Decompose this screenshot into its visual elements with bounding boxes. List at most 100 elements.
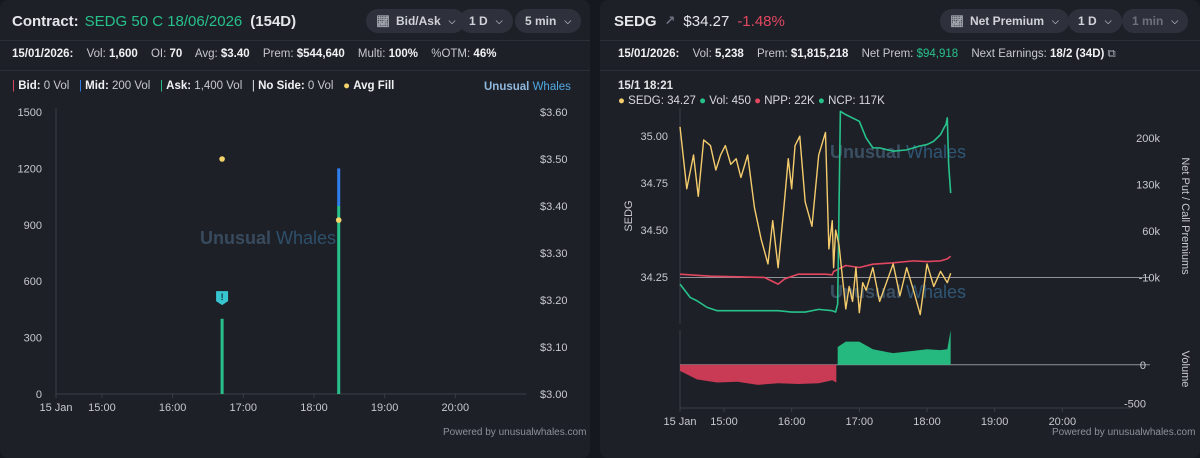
legend-noside-label: No Side: <box>258 80 305 92</box>
avg-fill-point <box>219 156 225 162</box>
x-tick-label: 15 Jan <box>39 402 72 414</box>
ticker-change: -1.48% <box>737 12 785 30</box>
chevron-down-icon: ⌵ <box>1052 15 1059 26</box>
stat-otm-label: %OTM: <box>431 48 471 60</box>
bar-ask <box>220 318 224 394</box>
stat-vol-label: Vol: <box>692 48 712 60</box>
stat-date: 15/01/2026: <box>12 48 74 60</box>
legend-bid-value: 0 Vol <box>43 80 70 92</box>
mode-dropdown[interactable]: 📈︎ Bid/Ask ⌵ <box>366 9 466 33</box>
chart-legend: | Bid: 0 Vol | Mid: 200 Vol | Ask: 1,400… <box>12 80 394 92</box>
stat-earnings[interactable]: 18/2 (34D) <box>1050 48 1105 60</box>
legend-mid-label: Mid: <box>85 80 109 92</box>
stat-otm: 46% <box>473 48 497 60</box>
y2-tick-label: $3.40 <box>540 201 568 213</box>
y2-tick-label: -10k <box>1139 272 1161 284</box>
flag-marker-text: ! <box>221 292 224 302</box>
legend-avgfill-label: Avg Fill <box>353 80 395 92</box>
y2-tick-label: 130k <box>1136 179 1160 191</box>
x-tick-label: 16:00 <box>159 402 187 414</box>
stat-oi-label: OI: <box>150 48 167 60</box>
stat-netprem-label: Net Prem: <box>861 48 914 60</box>
divider <box>600 70 1200 71</box>
legend-bid[interactable]: | Bid: 0 Vol <box>12 80 70 92</box>
stat-vol: 5,238 <box>714 48 744 60</box>
ticker-stats: 15/01/2026: Vol: 5,238 Prem: $1,815,218 … <box>618 48 1126 61</box>
legend-noside[interactable]: | No Side: 0 Vol <box>251 80 334 92</box>
avg-fill-point <box>335 217 342 223</box>
legend-ask-value: 1,400 Vol <box>194 80 243 92</box>
legend-mid[interactable]: | Mid: 200 Vol <box>78 80 151 92</box>
chevron-down-icon: ⌵ <box>564 15 572 26</box>
volume-area-positive <box>837 330 951 365</box>
y-tick-label: 300 <box>24 333 42 345</box>
y2-tick-label: $3.00 <box>540 389 568 401</box>
range-dropdown[interactable]: 1 D ⌵ <box>1068 9 1122 33</box>
x-tick-label: 17:00 <box>846 416 874 428</box>
divider <box>0 70 590 71</box>
x-tick-label: 15:00 <box>710 416 738 428</box>
ncp-line <box>679 110 952 313</box>
chart-icon: 📈︎ <box>950 15 964 28</box>
legend-mid-value: 200 Vol <box>111 80 151 92</box>
chevron-down-icon: ⌵ <box>1171 15 1179 26</box>
external-link-icon[interactable]: ⧉ <box>1107 48 1116 60</box>
y-tick-label: 0 <box>36 389 42 401</box>
contract-name[interactable]: SEDG 50 C 18/06/2026 <box>84 12 243 30</box>
sedg-price-line <box>679 126 952 316</box>
interval-dropdown[interactable]: 1 min ⌵ <box>1122 9 1189 33</box>
bar-ask <box>337 206 341 394</box>
mode-dropdown[interactable]: 📈︎ Net Premium ⌵ <box>940 9 1069 33</box>
volume-tick-label: 0 <box>1140 360 1146 372</box>
interval-dropdown[interactable]: 5 min ⌵ <box>515 9 582 33</box>
volume-tick-label: -500 <box>1124 398 1146 410</box>
tooltip-values: ● SEDG: 34.27 ● Vol: 450 ● NPP: 22K ● NC… <box>618 95 885 107</box>
powered-by[interactable]: Powered by unusualwhales.com <box>1052 427 1196 438</box>
y2-tick-label: $3.10 <box>540 342 568 354</box>
stat-prem-label: Prem: <box>756 48 788 60</box>
legend-ask[interactable]: | Ask: 1,400 Vol <box>159 80 243 92</box>
tooltip-time: 15/1 18:21 <box>618 80 673 92</box>
legend-avgfill[interactable]: ● Avg Fill <box>343 80 395 92</box>
y2-tick-label: $3.30 <box>540 248 568 260</box>
x-tick-label: 15 Jan <box>663 416 696 428</box>
ticker-symbol[interactable]: SEDG <box>614 12 657 30</box>
bar-mid <box>337 168 341 206</box>
y-tick-label: 1200 <box>18 163 42 175</box>
price-premium-chart: Unusual Whales Unusual Whales 34.25 34.50… <box>623 108 1191 428</box>
chevron-down-icon: ⌵ <box>448 15 456 26</box>
y-tick-label: 900 <box>24 220 42 232</box>
contract-dte: (154D) <box>250 12 297 30</box>
stat-prem: $1,815,218 <box>790 48 849 60</box>
stat-prem-label: Prem: <box>262 48 294 60</box>
y-tick-label: 34.25 <box>640 272 668 284</box>
interval-value: 5 min <box>525 14 557 28</box>
stat-multi-label: Multi: <box>357 48 386 60</box>
stat-avg-label: Avg: <box>194 48 218 60</box>
legend-bid-label: Bid: <box>18 80 41 92</box>
y2-tick-label: 200k <box>1136 133 1160 145</box>
stat-date: 15/01/2026: <box>618 48 680 60</box>
npp-line <box>679 255 952 285</box>
y2-tick-label: 60k <box>1142 226 1160 238</box>
watermark: Unusual Whales <box>200 228 336 248</box>
stat-netprem: $94,918 <box>916 48 959 60</box>
range-dropdown[interactable]: 1 D ⌵ <box>459 9 513 33</box>
y2-axis-title: Net Put / Call Premiums <box>1179 157 1191 275</box>
divider <box>600 40 1200 41</box>
watermark: Unusual Whales <box>830 282 966 302</box>
chevron-down-icon: ⌵ <box>495 15 503 26</box>
flag-marker-icon <box>216 291 229 306</box>
ticker-header: SEDG ↗ $34.27 -1.48% <box>614 8 785 34</box>
watermark: Unusual Whales <box>830 142 966 162</box>
y2-tick-label: $3.20 <box>540 295 568 307</box>
range-value: 1 D <box>1078 14 1097 28</box>
tooltip-vol: Vol: 450 <box>709 95 751 107</box>
x-tick-label: 20:00 <box>442 402 470 414</box>
stat-prem: $544,640 <box>296 48 345 60</box>
y-tick-label: 34.50 <box>640 225 668 237</box>
powered-by[interactable]: Powered by unusualwhales.com <box>443 427 587 438</box>
stat-earnings-label: Next Earnings: <box>971 48 1047 60</box>
chart-icon: 📈︎ <box>376 15 390 28</box>
y-tick-label: 34.75 <box>640 178 668 190</box>
